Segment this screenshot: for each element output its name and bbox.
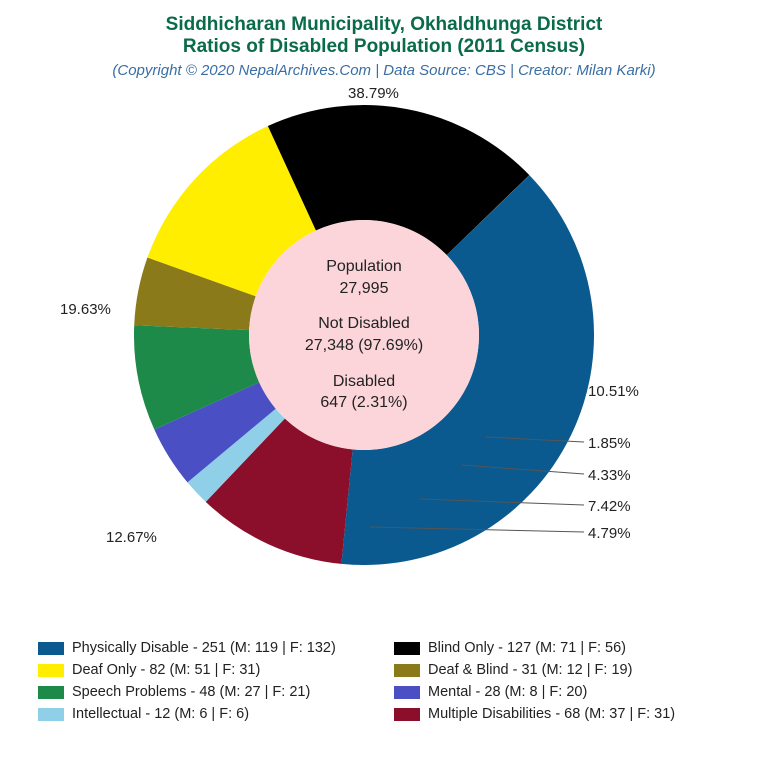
legend-swatch-blind xyxy=(394,642,420,655)
subtitle: (Copyright © 2020 NepalArchives.Com | Da… xyxy=(0,62,768,79)
leader-speech xyxy=(420,499,584,505)
legend-label-intellectual: Intellectual - 12 (M: 6 | F: 6) xyxy=(72,706,249,722)
legend-swatch-speech xyxy=(38,686,64,699)
legend-item-blind: Blind Only - 127 (M: 71 | F: 56) xyxy=(394,640,730,656)
legend-item-intellectual: Intellectual - 12 (M: 6 | F: 6) xyxy=(38,706,374,722)
legend-label-speech: Speech Problems - 48 (M: 27 | F: 21) xyxy=(72,684,310,700)
legend-item-speech: Speech Problems - 48 (M: 27 | F: 21) xyxy=(38,684,374,700)
legend: Physically Disable - 251 (M: 119 | F: 13… xyxy=(38,640,730,722)
legend-swatch-intellectual xyxy=(38,708,64,721)
legend-swatch-physical xyxy=(38,642,64,655)
pct-label-blind: 19.63% xyxy=(60,301,111,318)
legend-item-physical: Physically Disable - 251 (M: 119 | F: 13… xyxy=(38,640,374,656)
legend-label-blind: Blind Only - 127 (M: 71 | F: 56) xyxy=(428,640,626,656)
legend-swatch-deafblind xyxy=(394,664,420,677)
legend-label-multiple: Multiple Disabilities - 68 (M: 37 | F: 3… xyxy=(428,706,675,722)
pct-label-intellectual: 1.85% xyxy=(588,435,631,452)
legend-item-deafblind: Deaf & Blind - 31 (M: 12 | F: 19) xyxy=(394,662,730,678)
legend-label-deaf: Deaf Only - 82 (M: 51 | F: 31) xyxy=(72,662,260,678)
leader-intellectual xyxy=(486,437,584,442)
pct-label-deaf: 12.67% xyxy=(106,529,157,546)
legend-item-deaf: Deaf Only - 82 (M: 51 | F: 31) xyxy=(38,662,374,678)
legend-item-mental: Mental - 28 (M: 8 | F: 20) xyxy=(394,684,730,700)
pct-label-mental: 4.33% xyxy=(588,467,631,484)
leader-deafblind xyxy=(370,527,584,532)
legend-item-multiple: Multiple Disabilities - 68 (M: 37 | F: 3… xyxy=(394,706,730,722)
legend-swatch-deaf xyxy=(38,664,64,677)
pct-label-deafblind: 4.79% xyxy=(588,525,631,542)
title-line-2: Ratios of Disabled Population (2011 Cens… xyxy=(0,36,768,58)
leader-mental xyxy=(462,465,584,474)
donut-chart: Population 27,995 Not Disabled 27,348 (9… xyxy=(0,85,768,585)
chart-header: Siddhicharan Municipality, Okhaldhunga D… xyxy=(0,0,768,79)
leader-lines xyxy=(0,85,768,585)
legend-swatch-mental xyxy=(394,686,420,699)
pct-label-multiple: 10.51% xyxy=(588,383,639,400)
legend-label-physical: Physically Disable - 251 (M: 119 | F: 13… xyxy=(72,640,336,656)
pct-label-speech: 7.42% xyxy=(588,498,631,515)
legend-label-mental: Mental - 28 (M: 8 | F: 20) xyxy=(428,684,587,700)
pct-label-physical: 38.79% xyxy=(348,85,399,102)
legend-swatch-multiple xyxy=(394,708,420,721)
title-line-1: Siddhicharan Municipality, Okhaldhunga D… xyxy=(0,14,768,36)
legend-label-deafblind: Deaf & Blind - 31 (M: 12 | F: 19) xyxy=(428,662,632,678)
